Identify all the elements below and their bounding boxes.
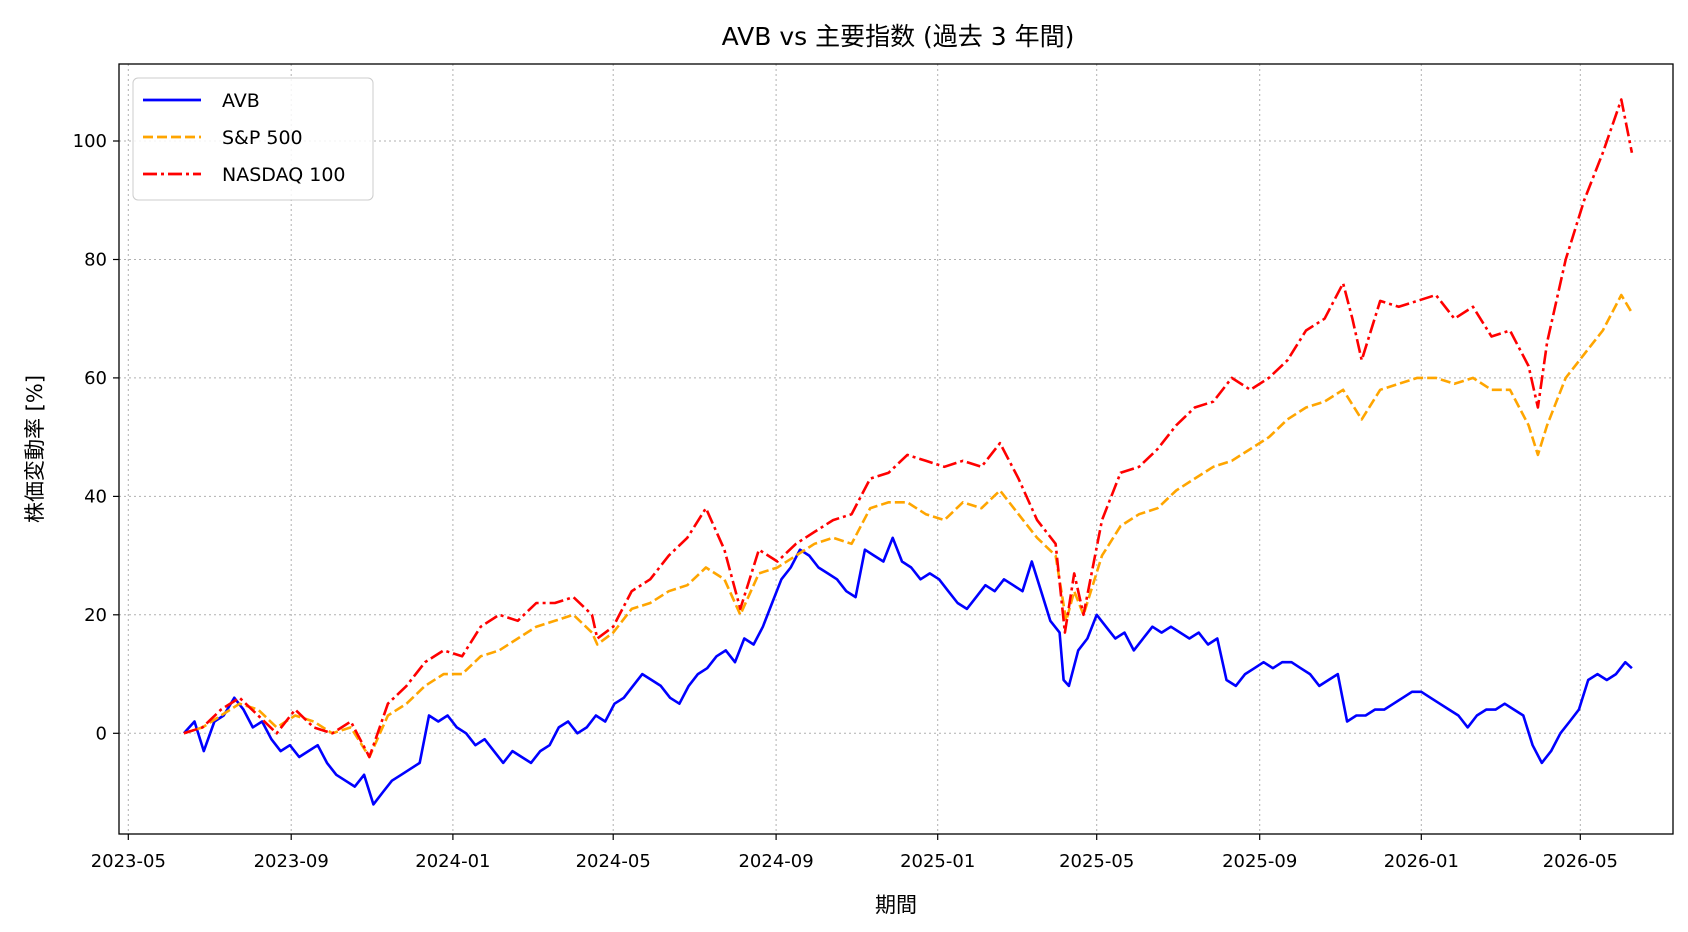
legend: AVB S&P 500 NASDAQ 100 xyxy=(132,77,374,201)
series-line-2 xyxy=(183,98,1634,759)
x-axis-title: 期間 xyxy=(875,893,917,917)
series-line-0 xyxy=(182,536,1633,806)
series-line-1 xyxy=(183,293,1634,759)
y-axis-title: 株価変動率 [%] xyxy=(23,375,47,523)
y-axis: 0 20 40 60 80 100 xyxy=(73,131,119,744)
chart-title: AVB vs 主要指数 (過去 3 年間) xyxy=(722,22,1075,51)
legend-label-nasdaq100: NASDAQ 100 xyxy=(222,164,346,186)
x-tick-label: 2024-01 xyxy=(415,851,490,872)
x-tick-label: 2025-05 xyxy=(1059,851,1134,872)
x-tick-label: 2024-09 xyxy=(738,851,813,872)
y-tick-label: 0 xyxy=(96,723,107,744)
legend-box xyxy=(132,77,374,201)
x-tick-label: 2026-05 xyxy=(1543,851,1618,872)
y-tick-label: 40 xyxy=(84,486,107,507)
y-tick-label: 20 xyxy=(84,605,107,626)
x-tick-label: 2025-09 xyxy=(1222,851,1297,872)
legend-label-avb: AVB xyxy=(222,90,260,112)
x-axis: 2023-05 2023-09 2024-01 2024-05 2024-09 2025-… xyxy=(91,834,1618,872)
x-tick-label: 2023-09 xyxy=(254,851,329,872)
legend-label-sp500: S&P 500 xyxy=(222,127,303,149)
y-tick-label: 60 xyxy=(84,368,107,389)
series-layer xyxy=(182,98,1634,806)
x-tick-label: 2023-05 xyxy=(91,851,166,872)
x-tick-label: 2025-01 xyxy=(900,851,975,872)
y-tick-label: 80 xyxy=(84,250,107,271)
plot-frame xyxy=(118,63,1674,835)
y-tick-label: 100 xyxy=(73,131,107,152)
x-tick-label: 2026-01 xyxy=(1384,851,1459,872)
x-tick-label: 2024-05 xyxy=(576,851,651,872)
